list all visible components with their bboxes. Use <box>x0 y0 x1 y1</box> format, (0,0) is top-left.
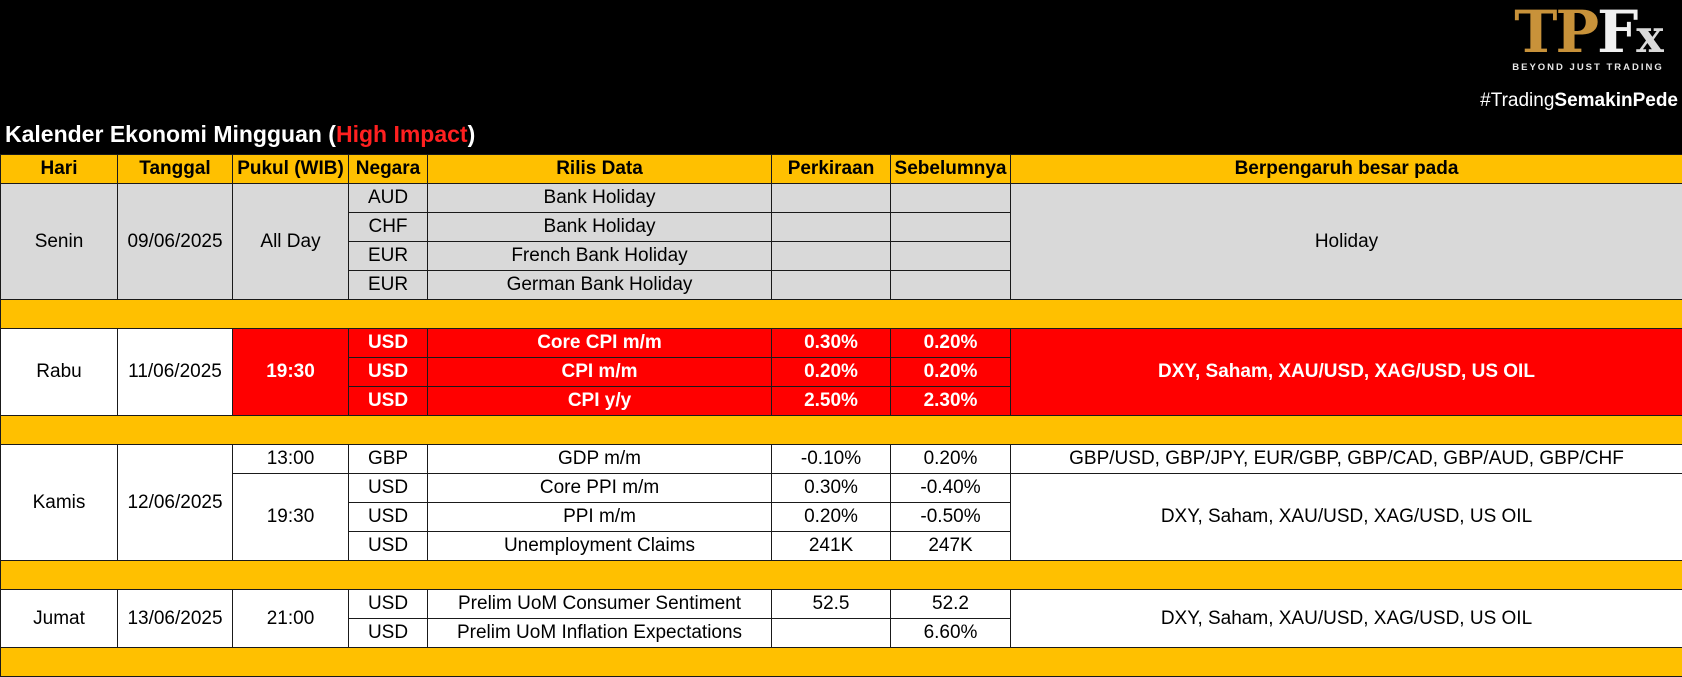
time-cell: All Day <box>233 184 349 300</box>
forecast-cell <box>772 619 891 648</box>
impact-cell: DXY, Saham, XAU/USD, XAG/USD, US OIL <box>1011 590 1682 648</box>
col-tanggal: Tanggal <box>118 155 233 184</box>
country-cell: USD <box>349 590 428 619</box>
logo-mark: TPFx <box>1502 2 1674 66</box>
impact-cell: Holiday <box>1011 184 1682 300</box>
previous-cell <box>891 271 1011 300</box>
release-cell: Bank Holiday <box>428 213 772 242</box>
col-pukul: Pukul (WIB) <box>233 155 349 184</box>
forecast-cell: 0.30% <box>772 329 891 358</box>
col-berpengaruh: Berpengaruh besar pada <box>1011 155 1682 184</box>
time-cell: 13:00 <box>233 445 349 474</box>
header-banner: TPFx BEYOND JUST TRADING #TradingSemakin… <box>0 0 1682 154</box>
country-cell: USD <box>349 329 428 358</box>
country-cell: AUD <box>349 184 428 213</box>
day-cell: Senin <box>1 184 118 300</box>
hashtag: #TradingSemakinPede <box>1480 90 1678 112</box>
forecast-cell: 0.20% <box>772 503 891 532</box>
forecast-cell <box>772 213 891 242</box>
economic-calendar-table: Hari Tanggal Pukul (WIB) Negara Rilis Da… <box>0 154 1682 677</box>
forecast-cell <box>772 242 891 271</box>
col-sebelumnya: Sebelumnya <box>891 155 1011 184</box>
previous-cell <box>891 213 1011 242</box>
release-cell: CPI y/y <box>428 387 772 416</box>
previous-cell: 0.20% <box>891 329 1011 358</box>
page-title: Kalender Ekonomi Mingguan (High Impact) <box>5 121 475 148</box>
country-cell: USD <box>349 532 428 561</box>
previous-cell: 0.20% <box>891 445 1011 474</box>
title-highlight: High Impact <box>336 121 468 147</box>
day-cell: Rabu <box>1 329 118 416</box>
country-cell: USD <box>349 387 428 416</box>
previous-cell: 247K <box>891 532 1011 561</box>
previous-cell: -0.50% <box>891 503 1011 532</box>
forecast-cell: 0.30% <box>772 474 891 503</box>
col-perkiraan: Perkiraan <box>772 155 891 184</box>
table-row: Kamis 12/06/2025 13:00 GBP GDP m/m -0.10… <box>1 445 1682 474</box>
forecast-cell <box>772 184 891 213</box>
day-cell: Kamis <box>1 445 118 561</box>
separator-row <box>1 300 1682 329</box>
date-cell: 12/06/2025 <box>118 445 233 561</box>
date-cell: 13/06/2025 <box>118 590 233 648</box>
previous-cell: 6.60% <box>891 619 1011 648</box>
release-cell: CPI m/m <box>428 358 772 387</box>
country-cell: CHF <box>349 213 428 242</box>
logo-tagline: BEYOND JUST TRADING <box>1502 62 1674 73</box>
release-cell: Prelim UoM Inflation Expectations <box>428 619 772 648</box>
forecast-cell: 0.20% <box>772 358 891 387</box>
col-negara: Negara <box>349 155 428 184</box>
previous-cell: 0.20% <box>891 358 1011 387</box>
col-rilis-data: Rilis Data <box>428 155 772 184</box>
release-cell: German Bank Holiday <box>428 271 772 300</box>
previous-cell: 2.30% <box>891 387 1011 416</box>
release-cell: PPI m/m <box>428 503 772 532</box>
forecast-cell: 241K <box>772 532 891 561</box>
previous-cell <box>891 242 1011 271</box>
time-cell: 21:00 <box>233 590 349 648</box>
country-cell: EUR <box>349 242 428 271</box>
release-cell: GDP m/m <box>428 445 772 474</box>
separator-row <box>1 648 1682 677</box>
column-header-row: Hari Tanggal Pukul (WIB) Negara Rilis Da… <box>1 155 1682 184</box>
day-cell: Jumat <box>1 590 118 648</box>
impact-cell: DXY, Saham, XAU/USD, XAG/USD, US OIL <box>1011 329 1682 416</box>
country-cell: USD <box>349 503 428 532</box>
previous-cell <box>891 184 1011 213</box>
table-row: Rabu 11/06/2025 19:30 USD Core CPI m/m 0… <box>1 329 1682 358</box>
table-row: 19:30 USD Core PPI m/m 0.30% -0.40% DXY,… <box>1 474 1682 503</box>
col-hari: Hari <box>1 155 118 184</box>
table-row: Jumat 13/06/2025 21:00 USD Prelim UoM Co… <box>1 590 1682 619</box>
country-cell: USD <box>349 358 428 387</box>
time-cell: 19:30 <box>233 329 349 416</box>
table-row: Senin 09/06/2025 All Day AUD Bank Holida… <box>1 184 1682 213</box>
release-cell: French Bank Holiday <box>428 242 772 271</box>
release-cell: Unemployment Claims <box>428 532 772 561</box>
release-cell: Bank Holiday <box>428 184 772 213</box>
previous-cell: 52.2 <box>891 590 1011 619</box>
time-cell: 19:30 <box>233 474 349 561</box>
separator-row <box>1 561 1682 590</box>
country-cell: GBP <box>349 445 428 474</box>
date-cell: 09/06/2025 <box>118 184 233 300</box>
release-cell: Core PPI m/m <box>428 474 772 503</box>
date-cell: 11/06/2025 <box>118 329 233 416</box>
country-cell: USD <box>349 474 428 503</box>
country-cell: USD <box>349 619 428 648</box>
impact-cell: DXY, Saham, XAU/USD, XAG/USD, US OIL <box>1011 474 1682 561</box>
forecast-cell: -0.10% <box>772 445 891 474</box>
impact-cell: GBP/USD, GBP/JPY, EUR/GBP, GBP/CAD, GBP/… <box>1011 445 1682 474</box>
forecast-cell <box>772 271 891 300</box>
tpfx-logo: TPFx BEYOND JUST TRADING <box>1502 2 1674 73</box>
previous-cell: -0.40% <box>891 474 1011 503</box>
forecast-cell: 2.50% <box>772 387 891 416</box>
country-cell: EUR <box>349 271 428 300</box>
release-cell: Prelim UoM Consumer Sentiment <box>428 590 772 619</box>
separator-row <box>1 416 1682 445</box>
forecast-cell: 52.5 <box>772 590 891 619</box>
release-cell: Core CPI m/m <box>428 329 772 358</box>
